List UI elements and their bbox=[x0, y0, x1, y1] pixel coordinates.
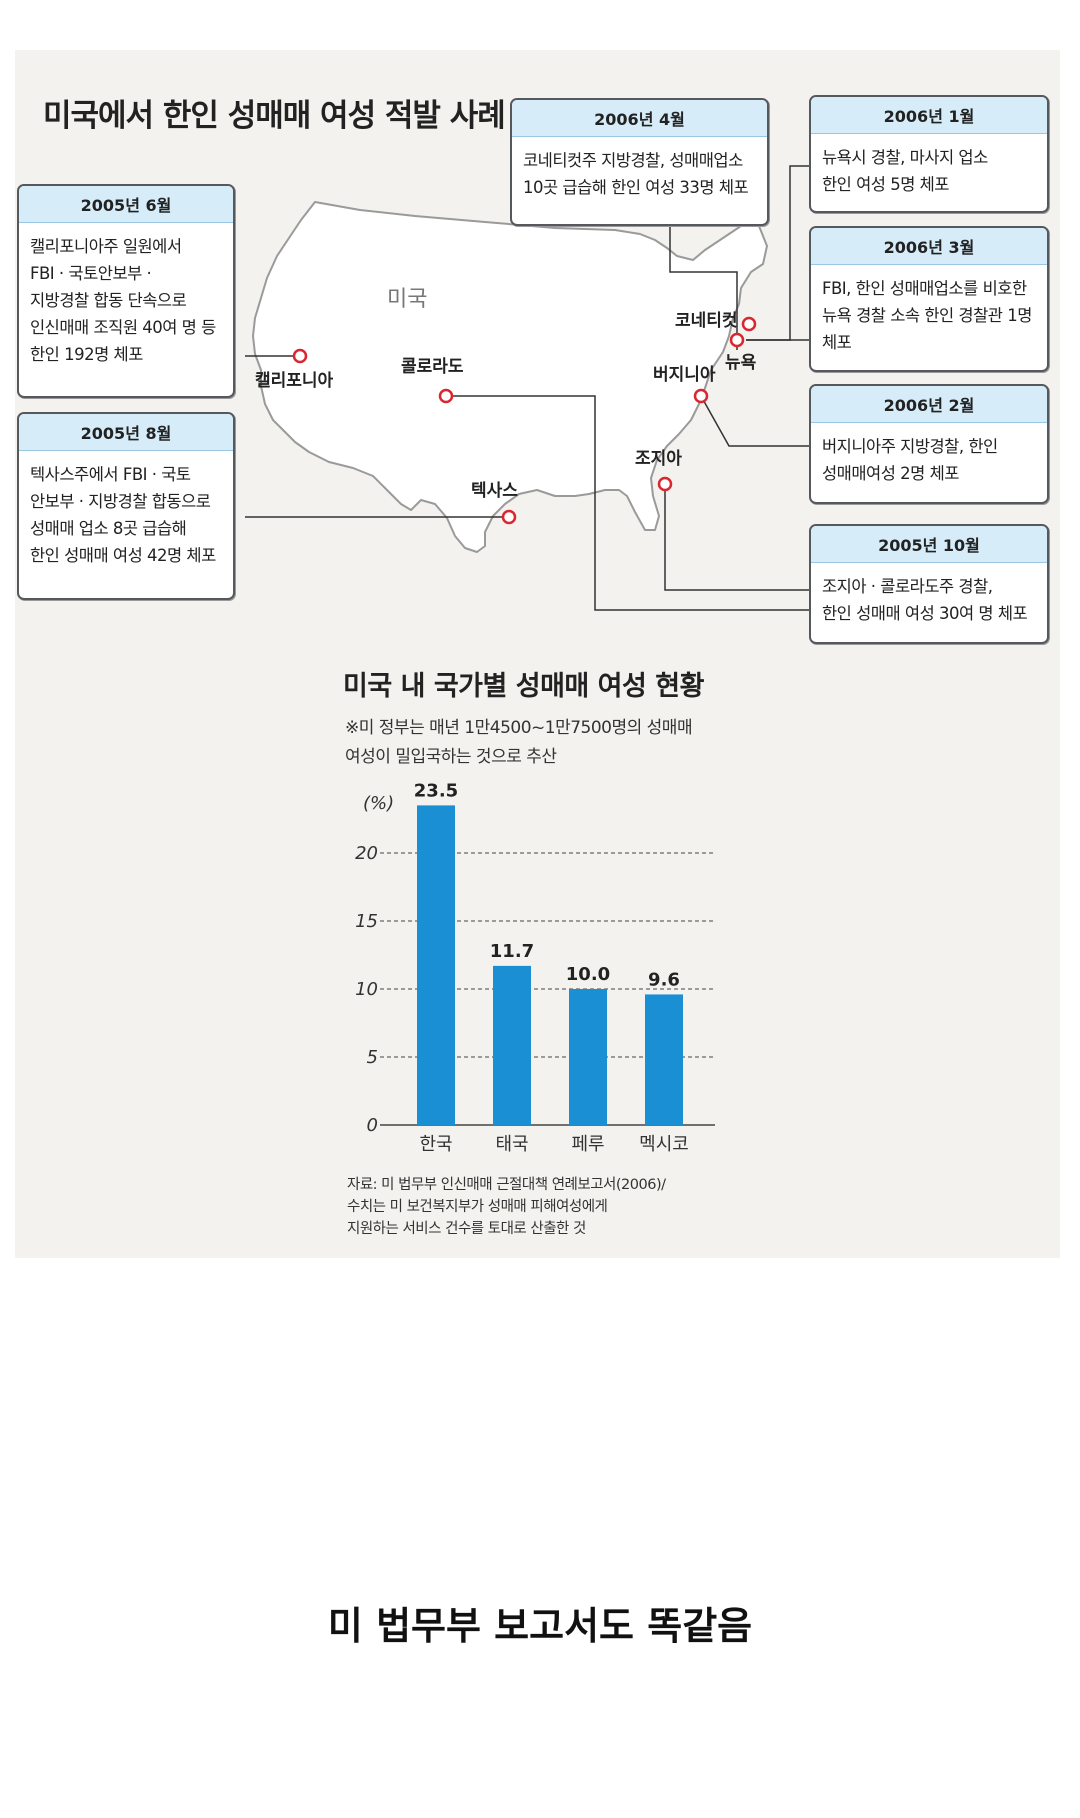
event-date: 2005년 6월 bbox=[19, 186, 233, 223]
event-box-2006-02: 2006년 2월 버지니아주 지방경찰, 한인 성매매여성 2명 체포 bbox=[809, 384, 1049, 504]
label-virginia: 버지니아 bbox=[653, 365, 716, 385]
event-text: 코네티컷주 지방경찰, 성매매업소 10곳 급습해 한인 여성 33명 체포 bbox=[523, 151, 749, 197]
marker-connecticut bbox=[741, 316, 757, 332]
bar-멕시코 bbox=[645, 994, 683, 1125]
event-box-2005-10: 2005년 10월 조지아 · 콜로라도주 경찰, 한인 성매매 여성 30여 … bbox=[809, 524, 1049, 644]
main-title: 미국에서 한인 성매매 여성 적발 사례 bbox=[43, 98, 506, 134]
bar-chart: 0 5 10 15 20 23.5 한국 11.7 태국 10.0 페루 9.6 멕시코 (%) bbox=[355, 780, 715, 1155]
leader-lines bbox=[245, 165, 809, 611]
y-tick-label: 0 bbox=[367, 1115, 378, 1136]
label-california: 캘리포니아 bbox=[255, 370, 334, 391]
chart-note: ※미 정부는 매년 1만4500~1만7500명의 성매매 여성이 밀입국하는 … bbox=[345, 718, 693, 767]
event-text: 뉴욕시 경찰, 마사지 업소 한인 여성 5명 체포 bbox=[822, 148, 988, 194]
label-layer: 0 5 10 15 20 23.5 한국 11.7 태국 10.0 페루 9.6 멕시코 bbox=[355, 780, 689, 1155]
event-text: 캘리포니아주 일원에서 FBI · 국토안보부 · 지방경찰 합동 단속으로 인… bbox=[30, 237, 216, 364]
bar-한국 bbox=[417, 805, 455, 1125]
leader-line-2006-02 bbox=[700, 395, 809, 447]
data-label: 11.7 bbox=[490, 941, 534, 962]
infographic: 미국에서 한인 성매매 여성 적발 사례 미국 캘리포니아 콜로라도 bbox=[15, 50, 1060, 1258]
event-text: 텍사스주에서 FBI · 국토 안보부 · 지방경찰 합동으로 성매매 업소 8… bbox=[30, 465, 216, 565]
y-tick-label: 10 bbox=[355, 979, 378, 1000]
marker-virginia bbox=[693, 388, 709, 404]
marker-colorado bbox=[438, 388, 454, 404]
us-map: 미국 캘리포니아 콜로라도 텍사스 조지아 버지니아 코네티컷 뉴욕 bbox=[245, 165, 809, 611]
data-label: 23.5 bbox=[414, 780, 458, 801]
label-connecticut: 코네티컷 bbox=[675, 311, 738, 331]
label-georgia: 조지아 bbox=[635, 449, 682, 469]
marker-texas bbox=[501, 509, 517, 525]
source-note: 자료: 미 법무부 인신매매 근절대책 연례보고서(2006)/ 수치는 미 보… bbox=[347, 1177, 666, 1237]
x-category-label: 페루 bbox=[571, 1134, 604, 1155]
event-text: FBI, 한인 성매매업소를 비호한 뉴욕 경찰 소속 한인 경찰관 1명 체포 bbox=[822, 279, 1032, 352]
data-label: 9.6 bbox=[648, 969, 680, 990]
y-tick-label: 20 bbox=[355, 843, 378, 864]
data-label: 10.0 bbox=[566, 964, 610, 985]
x-category-label: 한국 bbox=[419, 1134, 452, 1155]
label-colorado: 콜로라도 bbox=[401, 357, 464, 377]
caption: 미 법무부 보고서도 똑같음 bbox=[327, 1604, 753, 1648]
country-label: 미국 bbox=[387, 287, 427, 312]
event-box-2006-03: 2006년 3월 FBI, 한인 성매매업소를 비호한 뉴욕 경찰 소속 한인 … bbox=[809, 226, 1049, 372]
event-box-2006-01: 2006년 1월 뉴욕시 경찰, 마사지 업소 한인 여성 5명 체포 bbox=[809, 95, 1049, 213]
y-axis-label: (%) bbox=[363, 793, 394, 814]
bar-페루 bbox=[569, 989, 607, 1125]
event-date: 2006년 1월 bbox=[811, 97, 1047, 134]
marker-newyork bbox=[729, 332, 745, 348]
location-markers bbox=[292, 316, 757, 525]
us-map-shape bbox=[252, 201, 768, 553]
y-tick-label: 5 bbox=[367, 1047, 378, 1068]
leader-line-2006-04 bbox=[669, 224, 738, 350]
event-date: 2005년 10월 bbox=[811, 526, 1047, 563]
event-box-2006-04: 2006년 4월 코네티컷주 지방경찰, 성매매업소 10곳 급습해 한인 여성… bbox=[510, 98, 769, 226]
bar-태국 bbox=[493, 965, 531, 1125]
label-texas: 텍사스 bbox=[471, 481, 518, 501]
event-date: 2006년 2월 bbox=[811, 386, 1047, 423]
chart-title: 미국 내 국가별 성매매 여성 현황 bbox=[343, 671, 704, 702]
event-box-2005-06: 2005년 6월 캘리포니아주 일원에서 FBI · 국토안보부 · 지방경찰 … bbox=[17, 184, 235, 398]
event-date: 2006년 4월 bbox=[512, 100, 767, 137]
marker-california bbox=[292, 348, 308, 364]
event-text: 조지아 · 콜로라도주 경찰, 한인 성매매 여성 30여 명 체포 bbox=[822, 577, 1028, 623]
x-category-label: 태국 bbox=[495, 1134, 528, 1155]
y-tick-label: 15 bbox=[355, 911, 378, 932]
leader-line-2005-10-georgia bbox=[664, 484, 809, 591]
event-date: 2006년 3월 bbox=[811, 228, 1047, 265]
event-date: 2005년 8월 bbox=[19, 414, 233, 451]
event-box-2005-08: 2005년 8월 텍사스주에서 FBI · 국토 안보부 · 지방경찰 합동으로… bbox=[17, 412, 235, 600]
label-newyork: 뉴욕 bbox=[725, 353, 757, 373]
marker-georgia bbox=[657, 476, 673, 492]
leader-line-2005-10-colorado bbox=[446, 395, 809, 611]
x-category-label: 멕시코 bbox=[639, 1134, 689, 1155]
bar-layer bbox=[417, 805, 683, 1125]
event-text: 버지니아주 지방경찰, 한인 성매매여성 2명 체포 bbox=[822, 437, 998, 483]
